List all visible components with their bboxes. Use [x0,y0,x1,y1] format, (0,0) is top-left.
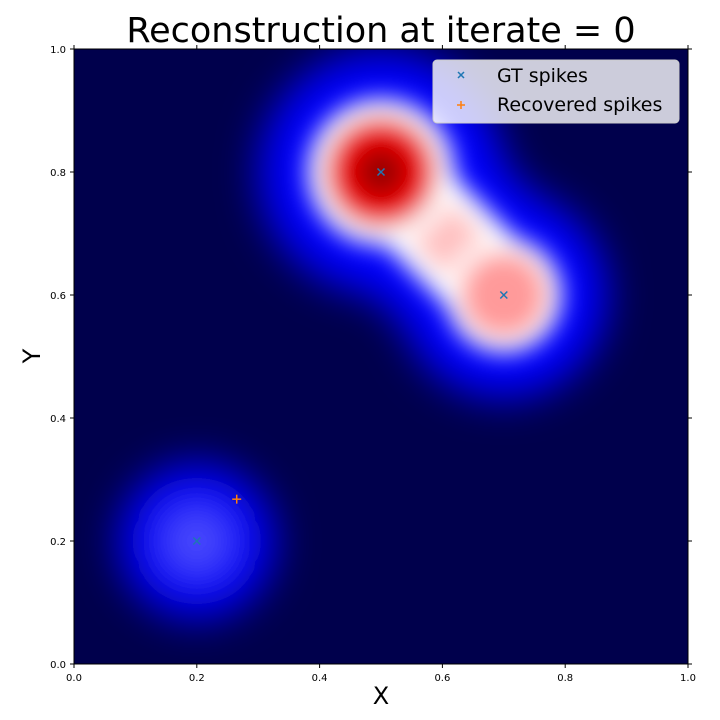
y-tick-label: 0.8 [50,168,66,179]
legend-marker-recovered-spikes [457,101,465,109]
recovered-spike-marker-0 [232,494,242,504]
x-tick-label: 0.4 [312,673,328,684]
x-tick-label: 1.0 [680,673,696,684]
spike-markers [192,167,508,546]
y-tick-label: 0.2 [50,537,66,548]
y-tick-label: 0.0 [50,660,66,671]
x-axis-label: X [373,682,389,710]
legend-box [432,59,680,124]
x-tick-label: 0.0 [66,673,82,684]
y-axis-label: Y [18,348,46,364]
legend-entry-recovered-spikes: Recovered spikes [457,94,662,116]
legend-marker-gt-spikes [457,71,465,79]
legend: GT spikes Recovered spikes [432,59,680,124]
y-tick-label: 1.0 [50,45,66,56]
plot-area [73,48,689,665]
y-tick-label: 0.6 [50,291,66,302]
legend-label-recovered-spikes: Recovered spikes [497,94,662,116]
legend-entry-gt-spikes: GT spikes [457,65,588,87]
y-axis: 0.0 0.2 0.4 0.6 0.8 1.0 [50,45,692,671]
heatmap-field [117,49,608,620]
plot-frame [73,48,689,665]
gt-spike-marker-2 [192,536,201,546]
legend-label-gt-spikes: GT spikes [497,65,588,87]
x-tick-label: 0.6 [434,673,450,684]
gt-spike-marker-1 [499,290,508,300]
x-tick-label: 0.8 [557,673,573,684]
x-axis: 0.0 0.2 0.4 0.6 0.8 1.0 [66,45,696,684]
y-tick-label: 0.4 [50,414,66,425]
chart-title: Reconstruction at iterate = 0 [126,11,635,51]
gt-spike-marker-0 [376,167,386,177]
x-tick-label: 0.2 [189,673,205,684]
